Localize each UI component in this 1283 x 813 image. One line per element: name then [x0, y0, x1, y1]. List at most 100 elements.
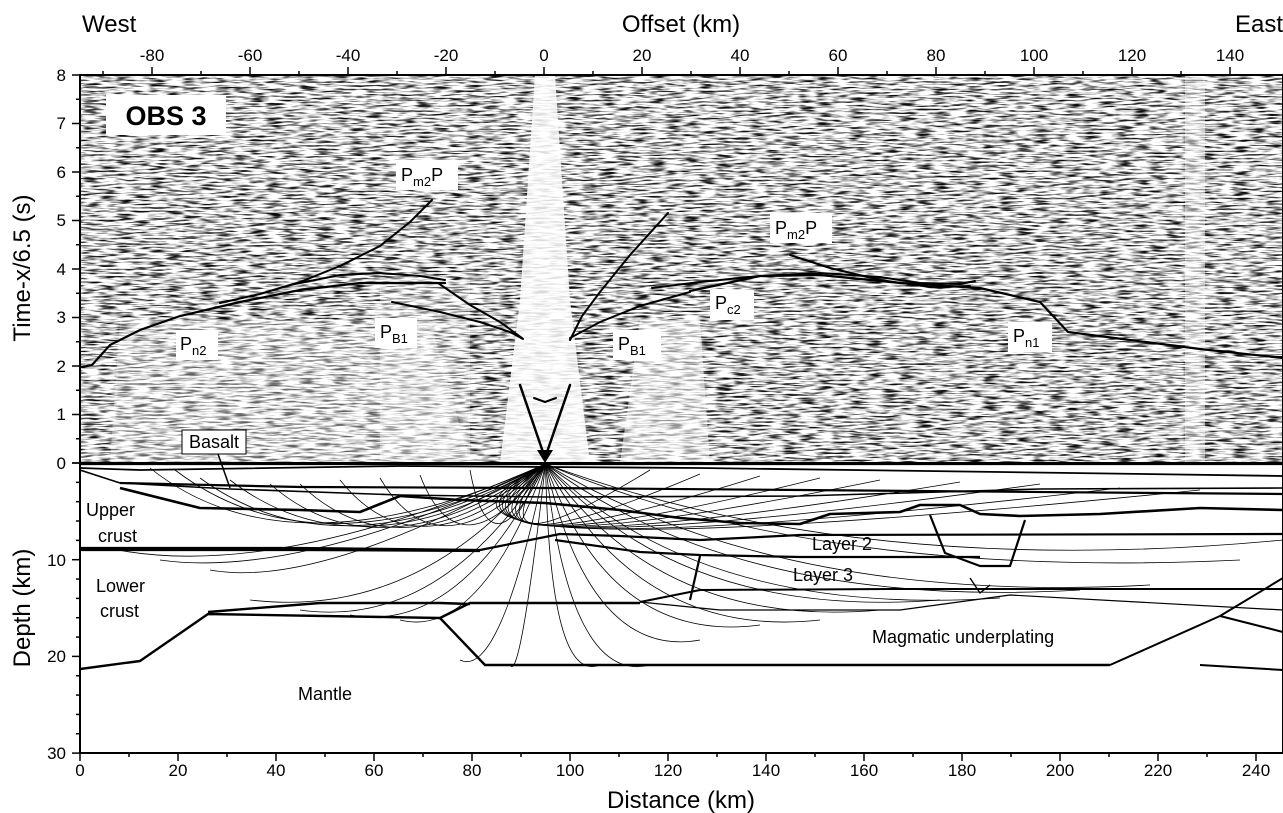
pn1-curve	[688, 273, 1283, 360]
time-tick-label: 8	[57, 66, 66, 85]
pm2p-west-curve	[219, 199, 433, 304]
bottom-tick-label: 60	[365, 761, 384, 780]
svg-text:Pn1: Pn1	[1013, 326, 1039, 350]
model-frame	[79, 462, 1283, 754]
upper-lower-boundary	[80, 548, 481, 553]
phase-label-pm2p-west: Pm2P	[396, 160, 458, 190]
top-tick-label: -40	[336, 46, 361, 65]
top-tick-label: 0	[539, 46, 548, 65]
svg-text:Basalt: Basalt	[189, 432, 239, 452]
svg-text:PB1: PB1	[618, 334, 646, 358]
bottom-tick-labels: 0 20 40 60 80 100 120 140 160 180 200 22…	[75, 761, 1270, 780]
phase-label-pn1: Pn1	[1008, 322, 1052, 352]
depth-tick-label: 10	[47, 551, 66, 570]
pb1-west-steep	[437, 282, 523, 339]
phase-label-pb1-east: PB1	[613, 330, 661, 360]
ray-path	[545, 463, 761, 628]
underplating-label: Magmatic underplating	[872, 627, 1054, 647]
top-tick-label: -80	[140, 46, 165, 65]
right-step	[969, 577, 991, 594]
pc2-curve	[651, 271, 976, 289]
top-axis-title: Offset (km)	[622, 11, 740, 38]
svg-text:Pc2: Pc2	[715, 293, 741, 317]
ray-path	[545, 463, 1001, 601]
bottom-tick-label: 80	[463, 761, 482, 780]
ray-path	[545, 463, 601, 667]
ray-path	[509, 463, 546, 667]
top-tick-label: 20	[633, 46, 652, 65]
bottom-tick-label: 0	[75, 761, 84, 780]
lower-crust-label-2: crust	[100, 601, 139, 621]
direction-west: West	[82, 11, 137, 38]
depth-tick-label: 30	[47, 744, 66, 763]
svg-text:Pm2P: Pm2P	[401, 165, 443, 189]
layer2-label: Layer 2	[812, 534, 872, 554]
phase-label-pc2: Pc2	[710, 290, 754, 320]
ray-path	[159, 463, 546, 564]
traveltime-curves	[80, 199, 1283, 463]
time-tick-label: 3	[57, 308, 66, 327]
axis-ticks	[72, 67, 1257, 761]
bottom-tick-label: 20	[169, 761, 188, 780]
ray-path	[545, 463, 941, 603]
moho-upper	[207, 601, 471, 614]
lower-crust-label-1: Lower	[96, 576, 145, 596]
depth-tick-labels: 30 20 10	[47, 551, 66, 763]
layer3-top	[554, 538, 980, 559]
ray-path	[399, 463, 546, 623]
upper-crust-top	[119, 486, 1283, 526]
upper-crust-label-1: Upper	[86, 500, 135, 520]
ray-path	[545, 463, 1283, 551]
upper-crust-label-2: crust	[98, 526, 137, 546]
ray-path	[545, 463, 1151, 588]
phase-label-pb1-west: PB1	[375, 318, 417, 348]
ray-path	[459, 463, 546, 662]
ray-path	[545, 463, 1081, 593]
top-tick-label: 80	[927, 46, 946, 65]
underplate-base	[439, 617, 1110, 667]
time-tick-label: 4	[57, 260, 66, 279]
ray-path	[299, 463, 546, 613]
time-tick-label: 6	[57, 163, 66, 182]
underplate-inner	[639, 594, 1283, 611]
svg-text:PB1: PB1	[380, 322, 408, 346]
basalt-label: Basalt	[181, 429, 247, 489]
time-axis-title: Time-x/6.5 (s)	[9, 194, 36, 341]
pb1-east-curve	[569, 291, 691, 339]
svg-text:Pm2P: Pm2P	[775, 218, 817, 242]
bottom-axis-title: Distance (km)	[607, 787, 755, 813]
pb1-west-curve	[391, 301, 524, 340]
top-tick-labels: -80 -60 -40 -20 0 20 40 60 80 100 120 14…	[140, 46, 1244, 65]
top-tick-label: 120	[1118, 46, 1146, 65]
top-tick-label: 60	[829, 46, 848, 65]
svg-text:Pn2: Pn2	[180, 334, 206, 358]
ray-path	[117, 463, 546, 557]
direction-east: East	[1235, 11, 1283, 38]
ray-path	[501, 463, 1041, 528]
depth-axis-title: Depth (km)	[9, 549, 36, 668]
time-tick-label: 2	[57, 357, 66, 376]
time-tick-label: 1	[57, 405, 66, 424]
direct-wave-flat	[533, 397, 557, 404]
pb1-east-steep	[569, 212, 669, 341]
direct-wave-east	[543, 383, 572, 460]
bottom-tick-label: 180	[948, 761, 976, 780]
layer3-label: Layer 3	[793, 565, 853, 585]
obs-label: OBS 3	[106, 95, 226, 135]
top-tick-label: -20	[434, 46, 459, 65]
time-tick-label: 5	[57, 211, 66, 230]
time-tick-label: 0	[57, 454, 66, 473]
ray-path	[545, 463, 1241, 564]
bottom-tick-label: 140	[752, 761, 780, 780]
ray-path	[545, 463, 701, 643]
record-section	[80, 75, 1283, 463]
ray-path	[229, 463, 546, 527]
ray-path	[495, 463, 1201, 530]
top-tick-label: 100	[1020, 46, 1048, 65]
basalt-base	[80, 469, 1283, 498]
bottom-tick-label: 220	[1144, 761, 1172, 780]
bottom-tick-label: 120	[654, 761, 682, 780]
depth-tick-label: 20	[47, 647, 66, 666]
top-tick-label: 40	[731, 46, 750, 65]
